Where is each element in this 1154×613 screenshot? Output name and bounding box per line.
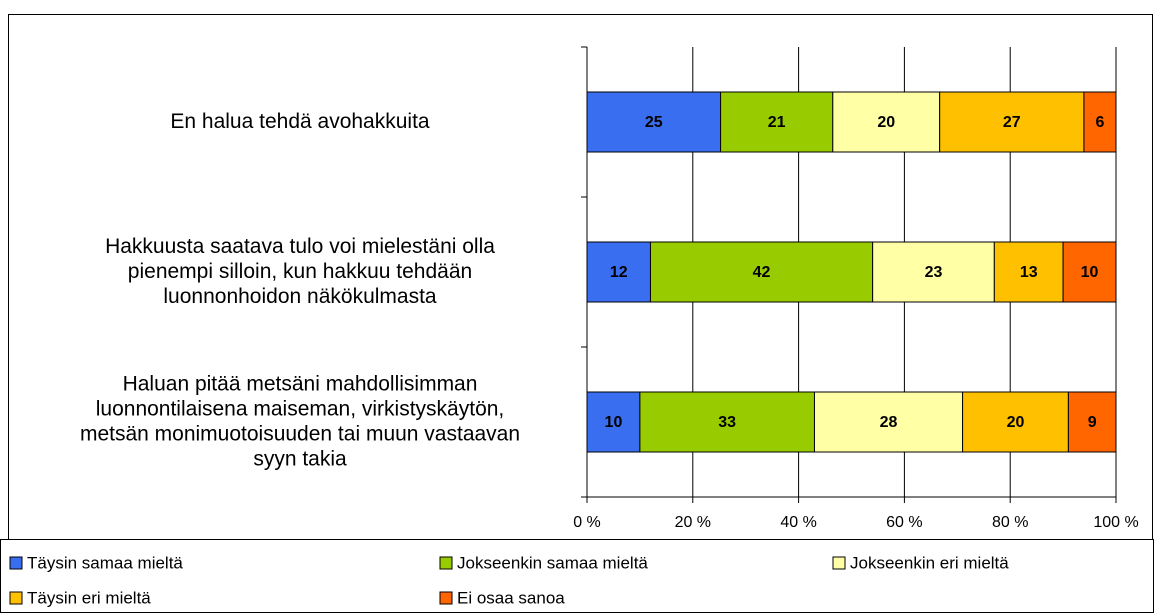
legend-label: Jokseenkin samaa mieltä [457,553,648,572]
bar-segment [962,391,1069,453]
bar-segment [639,391,815,453]
data-label: 12 [610,264,628,281]
legend-label: Täysin eri mieltä [27,588,151,607]
bar-segment [720,91,834,153]
bar-segment [813,391,964,453]
category-label-line: syyn takia [253,447,347,470]
x-tick-label: 20 % [675,514,711,531]
legend-label: Täysin samaa mieltä [27,553,183,572]
data-label: 21 [768,114,786,131]
legend-border [0,539,1154,613]
legend-swatch [832,556,846,570]
data-label: 42 [753,264,771,281]
category-label-line: Hakkuusta saatava tulo voi mielestäni ol… [105,235,495,258]
data-label: 6 [1096,114,1105,131]
bar-segment [993,241,1064,303]
data-label: 10 [605,414,623,431]
legend-swatch [439,556,453,570]
data-label: 10 [1081,264,1099,281]
category-label-line: metsän monimuotoisuuden tai muun vastaav… [80,422,520,445]
legend-swatch [439,591,453,605]
category-label-line: pienempi silloin, kun hakkuu tehdään [128,260,472,283]
data-label: 27 [1003,114,1021,131]
legend-swatch [9,556,23,570]
x-tick-label: 40 % [780,514,816,531]
data-label: 23 [925,264,943,281]
data-label: 20 [1007,414,1025,431]
category-label-line: luonnontilaisena maiseman, virkistyskäyt… [96,397,505,420]
bar-segment [649,241,874,303]
x-tick-label: 100 % [1093,514,1138,531]
x-tick-label: 0 % [573,514,601,531]
data-label: 20 [877,114,895,131]
category-label: Hakkuusta saatava tulo voi mielestäni ol… [105,235,495,308]
bar-segment [1067,391,1117,453]
data-label: 13 [1020,264,1038,281]
category-label-line: Haluan pitää metsäni mahdollisimman [123,372,478,395]
legend-swatch [9,591,23,605]
bar-segment [586,391,641,453]
category-label: Haluan pitää metsäni mahdollisimman luonn… [80,372,520,470]
bar-segment [1062,241,1117,303]
category-label-line: luonnonhoidon näkökulmasta [163,285,437,308]
category-label: En halua tehdä avohakkuita [170,110,430,133]
x-tick-label: 60 % [886,514,922,531]
data-label: 9 [1088,414,1097,431]
category-label-line: En halua tehdä avohakkuita [170,110,430,133]
bar-segment [832,91,941,153]
data-label: 25 [645,114,663,131]
data-label: 28 [880,414,898,431]
bar-segment [1083,91,1117,153]
bar-segment [586,91,722,153]
data-label: 33 [718,414,736,431]
legend-label: Jokseenkin eri mieltä [850,553,1009,572]
legend-label: Ei osaa sanoa [457,588,565,607]
x-tick-label: 80 % [992,514,1028,531]
